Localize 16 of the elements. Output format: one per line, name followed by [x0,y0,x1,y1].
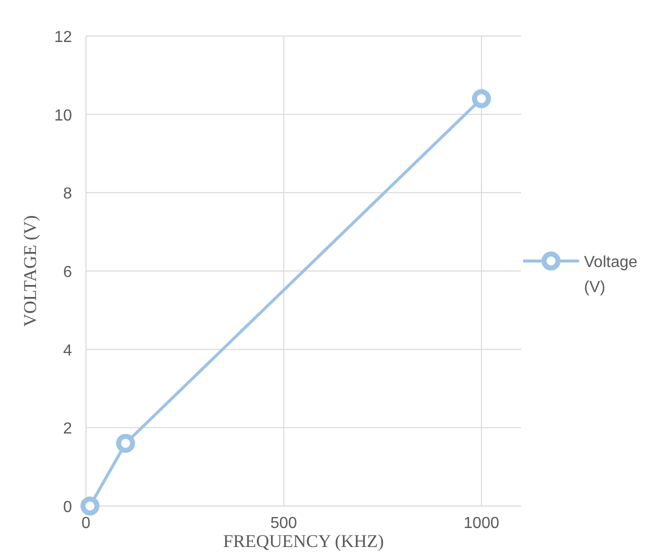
point [80,496,100,516]
y-tick-label: 12 [54,29,72,46]
point [472,89,491,108]
y-tick-label: 0 [63,499,72,516]
point [116,434,136,453]
y-tick-label: 10 [54,107,72,124]
y-tick-label: 6 [63,264,72,281]
x-tick-label: 0 [82,515,91,532]
x-tick-label: 1000 [464,515,500,532]
legend-label: Voltage (V) [584,254,638,296]
x-axis-title: FREQUENCY (KHZ) [223,531,384,551]
y-tick-label: 2 [63,420,72,438]
y-tick-label: 4 [63,342,72,360]
x-tick-label: 500 [270,515,298,532]
y-axis-title: VOLTAGE (V) [20,215,40,327]
y-tick-label: 8 [63,186,72,203]
